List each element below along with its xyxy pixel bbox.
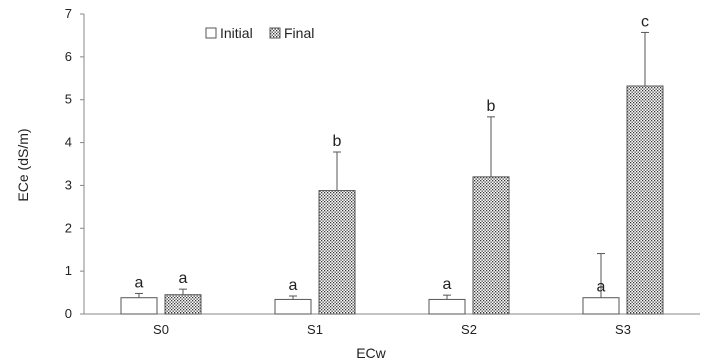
legend: Initial Final [205, 25, 314, 41]
bar-final-s2 [472, 176, 510, 315]
x-tick-label: S0 [153, 322, 169, 337]
plot-area: 0 1 2 3 4 5 6 7 S0 a a S1 a b S2 a b S3 a c [65, 6, 700, 337]
x-tick-label: S2 [461, 322, 477, 337]
bar-final-s0 [164, 294, 202, 315]
y-tick-label: 4 [65, 135, 72, 150]
bar-initial-s1 [274, 298, 312, 315]
significance-label: a [135, 274, 144, 291]
bar-initial-s2 [428, 298, 466, 315]
significance-label: a [289, 277, 298, 294]
significance-label: b [487, 98, 496, 115]
legend-label-initial: Initial [220, 25, 253, 41]
significance-label: c [641, 13, 649, 30]
y-tick-label: 2 [65, 220, 72, 235]
legend-swatch-initial [205, 27, 217, 39]
significance-label: a [179, 270, 188, 287]
x-tick-label: S3 [615, 322, 631, 337]
y-tick-label: 3 [65, 177, 72, 192]
significance-label: a [443, 276, 452, 293]
y-tick-label: 5 [65, 92, 72, 107]
y-tick-label: 6 [65, 49, 72, 64]
legend-swatch-final [269, 27, 281, 39]
bar-initial-s0 [120, 297, 158, 315]
x-axis-label: ECw [356, 345, 386, 361]
bar-final-s1 [318, 190, 356, 315]
y-tick-label: 0 [65, 306, 72, 321]
x-tick-label: S1 [307, 322, 323, 337]
y-tick-label: 1 [65, 263, 72, 278]
y-axis-label: ECe (dS/m) [15, 128, 31, 201]
significance-label: b [333, 133, 342, 150]
significance-label: a [597, 279, 606, 296]
legend-label-final: Final [284, 25, 314, 41]
y-tick-label: 7 [65, 6, 72, 21]
bar-initial-s3 [582, 297, 620, 315]
bar-final-s3 [626, 85, 664, 315]
